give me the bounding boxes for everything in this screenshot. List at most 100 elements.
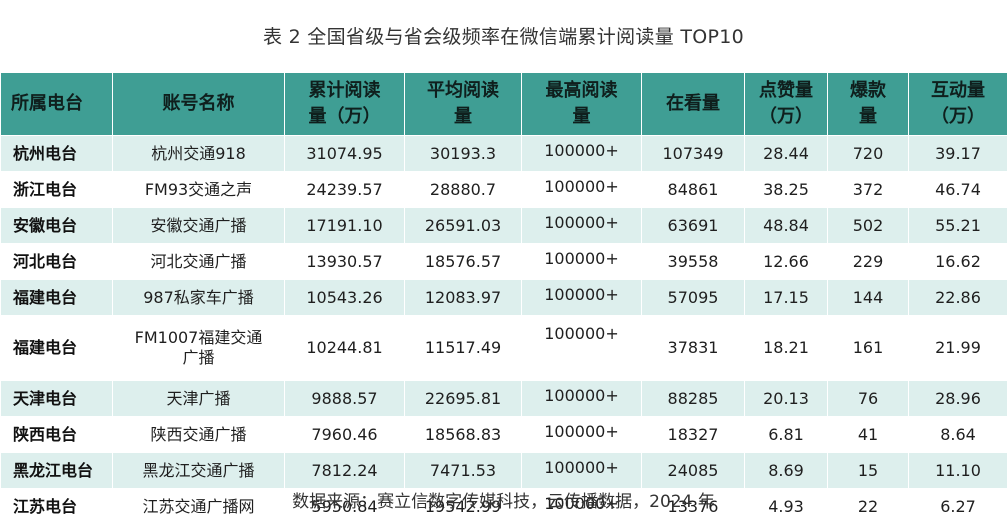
likes-cell: 48.84: [744, 207, 828, 244]
table-row: 福建电台 FM1007福建交通 广播 10244.81 11517.49 100000+ 3…: [0, 315, 1007, 381]
account-cell: 陕西交通广播: [112, 416, 285, 453]
avg-reads-cell: 18568.83: [404, 416, 522, 453]
hits-cell: 15: [827, 452, 909, 489]
max-reads-cell: 100000+: [521, 279, 642, 316]
header-line: 最高阅读: [545, 80, 618, 101]
likes-cell: 4.93: [744, 488, 828, 525]
header-line: 量（万）: [308, 106, 381, 127]
interactions-cell: 21.99: [908, 315, 1007, 381]
col-station-header: 所属电台: [0, 72, 113, 136]
station-cell: 河北电台: [0, 243, 113, 280]
avg-reads-cell: 26591.03: [404, 207, 522, 244]
hits-cell: 144: [827, 279, 909, 316]
interactions-cell: 6.27: [908, 488, 1007, 525]
header-line: 量: [454, 106, 472, 127]
station-cell: 杭州电台: [0, 135, 113, 172]
likes-cell: 20.13: [744, 380, 828, 417]
station-cell: 天津电台: [0, 380, 113, 417]
col-hits-header: 爆款量: [827, 72, 909, 136]
header-line: 平均阅读: [427, 80, 499, 101]
hits-cell: 161: [827, 315, 909, 381]
avg-reads-cell: 30193.3: [404, 135, 522, 172]
watching-cell: 13376: [641, 488, 745, 525]
col-account-header: 账号名称: [112, 72, 285, 136]
hits-cell: 41: [827, 416, 909, 453]
likes-cell: 12.66: [744, 243, 828, 280]
hits-cell: 720: [827, 135, 909, 172]
avg-reads-cell: 7471.53: [404, 452, 522, 489]
total-reads-cell: 9888.57: [284, 380, 405, 417]
avg-reads-cell: 22695.81: [404, 380, 522, 417]
table-row: 福建电台 987私家车广播 10543.26 12083.97 100000+ 57095…: [0, 279, 1007, 316]
station-cell: 福建电台: [0, 315, 113, 381]
account-cell: 黑龙江交通广播: [112, 452, 285, 489]
watching-cell: 57095: [641, 279, 745, 316]
account-cell: 河北交通广播: [112, 243, 285, 280]
interactions-cell: 46.74: [908, 171, 1007, 208]
hits-cell: 22: [827, 488, 909, 525]
table-row: 安徽电台 安徽交通广播 17191.10 26591.03 100000+ 63691 48…: [0, 207, 1007, 244]
ranking-table: 所属电台 账号名称 累计阅读 量（万） 平均阅读量最高阅读量在看量 点赞量 （万） 爆款量互动…: [0, 72, 1007, 525]
total-reads-cell: 7960.46: [284, 416, 405, 453]
header-row: 所属电台 账号名称 累计阅读 量（万） 平均阅读量最高阅读量在看量 点赞量 （万） 爆款量互动…: [0, 72, 1007, 136]
likes-cell: 38.25: [744, 171, 828, 208]
watching-cell: 37831: [641, 315, 745, 381]
hits-cell: 76: [827, 380, 909, 417]
header-line: 所属电台: [11, 93, 83, 114]
table-row: 天津电台 天津广播 9888.57 22695.81 100000+ 88285 20.13…: [0, 380, 1007, 417]
total-reads-cell: 7812.24: [284, 452, 405, 489]
likes-cell: 18.21: [744, 315, 828, 381]
account-cell: FM1007福建交通 广播: [112, 315, 285, 381]
account-cell: 987私家车广播: [112, 279, 285, 316]
station-cell: 黑龙江电台: [0, 452, 113, 489]
hits-cell: 229: [827, 243, 909, 280]
interactions-cell: 55.21: [908, 207, 1007, 244]
table-row: 河北电台 河北交通广播 13930.57 18576.57 100000+ 39558 12…: [0, 243, 1007, 280]
interactions-cell: 16.62: [908, 243, 1007, 280]
max-reads-cell: 100000+: [521, 380, 642, 417]
data-source-note: 数据来源：赛立信数字传媒科技，云传播数据，2024 年: [292, 492, 715, 512]
interactions-cell: 22.86: [908, 279, 1007, 316]
max-reads-cell: 100000+: [521, 488, 642, 525]
watching-cell: 107349: [641, 135, 745, 172]
likes-cell: 6.81: [744, 416, 828, 453]
interactions-cell: 8.64: [908, 416, 1007, 453]
station-cell: 江苏电台: [0, 488, 113, 525]
interactions-cell: 39.17: [908, 135, 1007, 172]
avg-reads-cell: 19542.99: [404, 488, 522, 525]
header-line: 爆款: [850, 80, 886, 101]
avg-reads-cell: 11517.49: [404, 315, 522, 381]
account-cell: 杭州交通918: [112, 135, 285, 172]
hits-cell: 502: [827, 207, 909, 244]
watching-cell: 84861: [641, 171, 745, 208]
table-body: 杭州电台 杭州交通918 31074.95 30193.3 100000+ 107349 2…: [0, 135, 1007, 525]
col-interactions-header: 互动量 （万）: [908, 72, 1007, 136]
header-line: （万）: [931, 106, 985, 127]
total-reads-cell: 5950.84: [284, 488, 405, 525]
col-max-reads-header: 最高阅读量: [521, 72, 642, 136]
col-likes-header: 点赞量 （万）: [744, 72, 828, 136]
likes-cell: 17.15: [744, 279, 828, 316]
header-line: （万）: [759, 106, 813, 127]
col-avg-reads-header: 平均阅读量: [404, 72, 522, 136]
account-cell: 天津广播: [112, 380, 285, 417]
table-header: 所属电台 账号名称 累计阅读 量（万） 平均阅读量最高阅读量在看量 点赞量 （万） 爆款量互动…: [0, 72, 1007, 136]
header-line: 量: [859, 106, 877, 127]
avg-reads-cell: 18576.57: [404, 243, 522, 280]
col-watching-header: 在看量: [641, 72, 745, 136]
header-line: 累计阅读: [308, 80, 381, 101]
table-title: 表 2 全国省级与省会级频率在微信端累计阅读量 TOP10: [262, 26, 745, 48]
table-row: 黑龙江电台 黑龙江交通广播 7812.24 7471.53 100000+ 24085 8.…: [0, 452, 1007, 489]
max-reads-cell: 100000+: [521, 207, 642, 244]
table-row: 浙江电台 FM93交通之声 24239.57 28880.7 100000+ 84861 3…: [0, 171, 1007, 208]
watching-cell: 24085: [641, 452, 745, 489]
total-reads-cell: 10244.81: [284, 315, 405, 381]
header-line: 账号名称: [162, 93, 235, 114]
station-cell: 福建电台: [0, 279, 113, 316]
likes-cell: 8.69: [744, 452, 828, 489]
station-cell: 浙江电台: [0, 171, 113, 208]
max-reads-cell: 100000+: [521, 135, 642, 172]
watching-cell: 18327: [641, 416, 745, 453]
watching-cell: 88285: [641, 380, 745, 417]
header-line: 量: [572, 106, 591, 127]
